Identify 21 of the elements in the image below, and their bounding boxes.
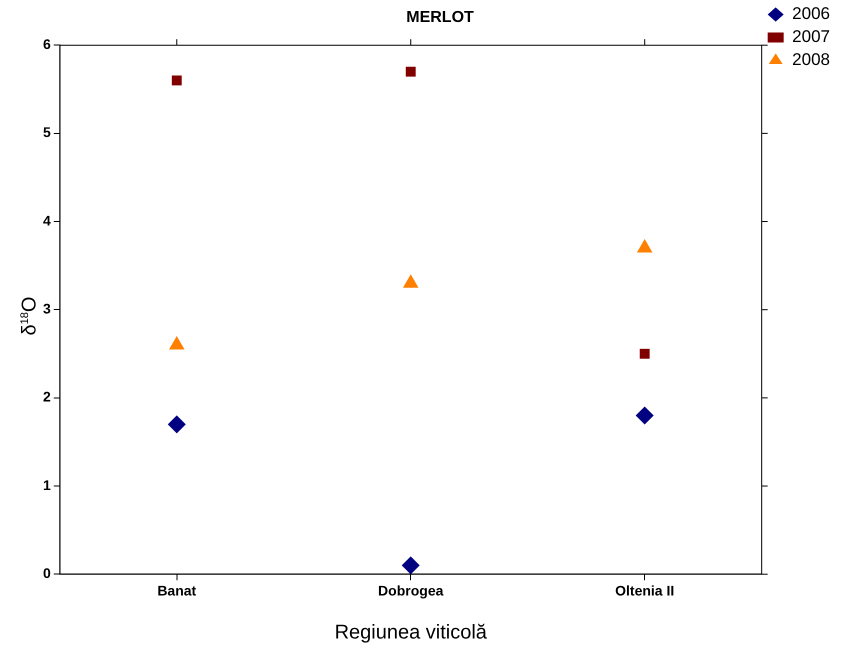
point bbox=[636, 406, 654, 424]
point bbox=[406, 66, 416, 77]
point bbox=[640, 348, 650, 359]
x-tick-label: Banat bbox=[157, 582, 197, 598]
y-tick-label: 2 bbox=[42, 388, 51, 405]
x-axis-title: Regiunea viticolă bbox=[334, 622, 488, 644]
x-tick-label: Oltenia II bbox=[615, 582, 674, 598]
y-tick-label: 0 bbox=[42, 565, 51, 582]
legend-label: 2006 bbox=[792, 4, 830, 24]
y-tick-label: 1 bbox=[42, 476, 51, 493]
y-tick-label: 6 bbox=[42, 36, 51, 52]
legend-label: 2007 bbox=[792, 27, 830, 46]
y-tick-label: 3 bbox=[42, 300, 51, 317]
x-tick-label: Dobrogea bbox=[378, 582, 444, 598]
legend-label: 2008 bbox=[792, 50, 830, 70]
point bbox=[402, 556, 420, 574]
y-tick-label: 4 bbox=[42, 212, 51, 228]
y-tick-label: 5 bbox=[42, 124, 51, 140]
point bbox=[172, 76, 182, 86]
point bbox=[168, 415, 186, 434]
chart-title: MERLOT bbox=[406, 9, 474, 26]
